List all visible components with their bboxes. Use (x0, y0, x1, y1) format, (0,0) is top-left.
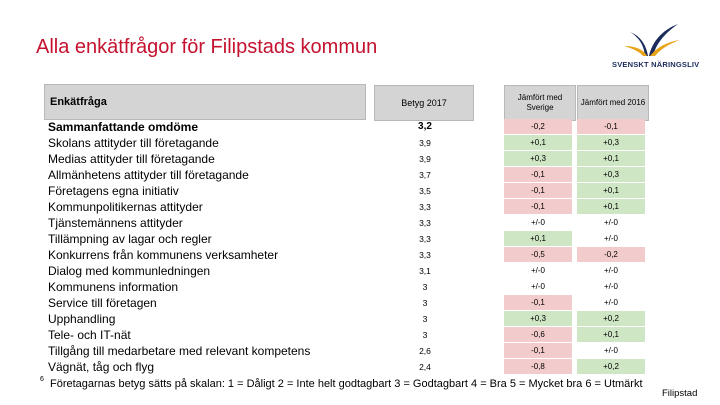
vs-sweden-cell: -0,1 (504, 199, 572, 215)
vs-2016-cell: +/-0 (577, 263, 645, 279)
score-value: 2,4 (419, 362, 431, 372)
table-row: Tillgång till medarbetare med relevant k… (0, 343, 720, 359)
question-label: Konkurrens från kommunens verksamheter (48, 248, 279, 262)
question-label: Tillgång till medarbetare med relevant k… (48, 344, 311, 358)
vs-2016-cell: -0,1 (577, 119, 645, 135)
table-row: Tillämpning av lagar och regler 3,3 +0,1 +/… (0, 231, 720, 247)
vs-sweden-column-header: Jämfört med Sverige (504, 85, 576, 121)
vs-2016-cell: +0,1 (577, 327, 645, 343)
score-value: 3 (422, 298, 428, 308)
question-column-header: Enkätfråga (50, 96, 107, 108)
logo-wordmark: SVENSKT NÄRINGSLIV (612, 60, 700, 69)
vs-sweden-cell: -0,2 (504, 119, 572, 135)
vs-2016-cell: +/-0 (577, 295, 645, 311)
question-label: Service till företagen (48, 296, 157, 310)
slide-title: Alla enkätfrågor för Filipstads kommun (36, 36, 378, 58)
question-label: Kommunens information (48, 280, 179, 294)
question-label: Sammanfattande omdöme (48, 120, 199, 134)
vs-sweden-cell: -0,8 (504, 359, 572, 375)
vs-2016-cell: +/-0 (577, 215, 645, 231)
question-label: Företagens egna initiativ (48, 184, 179, 198)
vs-2016-cell: -0,2 (577, 247, 645, 263)
vs-sweden-cell: +0,3 (504, 311, 572, 327)
footnote-number: 6 (40, 376, 44, 383)
question-label: Upphandling (48, 312, 116, 326)
vs-2016-cell: +0,1 (577, 183, 645, 199)
score-value: 3,3 (419, 234, 431, 244)
table-row: Tele- och IT-nät 3 -0,6 +0,1 (0, 327, 720, 343)
vs-sweden-cell: -0,1 (504, 295, 572, 311)
vs-2016-cell: +0,1 (577, 151, 645, 167)
table-row: Allmänhetens attityder till företagande 3… (0, 167, 720, 183)
vs-sweden-cell: -0,6 (504, 327, 572, 343)
vs-2016-cell: +0,2 (577, 311, 645, 327)
vs-sweden-cell: +/-0 (504, 279, 572, 295)
table-row: Upphandling 3 +0,3 +0,2 (0, 311, 720, 327)
score-value: 3,2 (418, 121, 432, 132)
score-value: 3,9 (419, 138, 431, 148)
vs-2016-cell: +0,1 (577, 199, 645, 215)
vs-2016-cell: +/-0 (577, 231, 645, 247)
question-label: Tillämpning av lagar och regler (48, 232, 212, 246)
vs-sweden-cell: -0,1 (504, 343, 572, 359)
municipality-label: Filipstad (662, 388, 698, 399)
question-label: Vägnät, tåg och flyg (48, 360, 155, 374)
score-value: 3,3 (419, 250, 431, 260)
score-value: 3,1 (419, 266, 431, 276)
table-row: Kommunens information 3 +/-0 +/-0 (0, 279, 720, 295)
vs-2016-cell: +0,2 (577, 359, 645, 375)
score-value: 3 (422, 282, 428, 292)
vs-sweden-cell: +/-0 (504, 263, 572, 279)
score-value: 3,3 (419, 218, 431, 228)
question-label: Dialog med kommunledningen (48, 264, 211, 278)
table-row: Kommunpolitikernas attityder 3,3 -0,1 +0,1 (0, 199, 720, 215)
vs-sweden-cell: -0,1 (504, 167, 572, 183)
table-row: Dialog med kommunledningen 3,1 +/-0 +/-0 (0, 263, 720, 279)
score-value: 3 (422, 314, 428, 324)
question-label: Tele- och IT-nät (48, 328, 131, 342)
vs-2016-cell: +/-0 (577, 343, 645, 359)
vs-sweden-cell: +0,1 (504, 135, 572, 151)
vs-sweden-cell: -0,5 (504, 247, 572, 263)
vs-2016-cell: +/-0 (577, 279, 645, 295)
score-value: 3,3 (419, 202, 431, 212)
table-row: Konkurrens från kommunens verksamheter 3,… (0, 247, 720, 263)
question-label: Medias attityder till företagande (48, 152, 215, 166)
table-row: Service till företagen 3 -0,1 +/-0 (0, 295, 720, 311)
vs-sweden-cell: +0,3 (504, 151, 572, 167)
vs-2016-cell: +0,3 (577, 135, 645, 151)
table-row: Företagens egna initiativ 3,5 -0,1 +0,1 (0, 183, 720, 199)
score-column-header: Betyg 2017 (374, 85, 474, 121)
question-label: Allmänhetens attityder till företagande (48, 168, 249, 182)
score-value: 3,7 (419, 170, 431, 180)
table-row: Tjänstemännens attityder 3,3 +/-0 +/-0 (0, 215, 720, 231)
scale-footnote: Företagarnas betyg sätts på skalan: 1 = … (50, 378, 643, 390)
vs-sweden-cell: -0,1 (504, 183, 572, 199)
score-value: 2,6 (419, 346, 431, 356)
score-value: 3,5 (419, 186, 431, 196)
table-row: Medias attityder till företagande 3,9 +0,3… (0, 151, 720, 167)
vs-sweden-cell: +/-0 (504, 215, 572, 231)
question-label: Skolans attityder till företagande (48, 136, 219, 150)
question-header-bar (44, 84, 366, 120)
score-value: 3 (422, 330, 428, 340)
question-label: Kommunpolitikernas attityder (48, 200, 203, 214)
table-row: Sammanfattande omdöme 3,2 -0,2 -0,1 (0, 119, 720, 135)
table-row: Skolans attityder till företagande 3,9 +0,… (0, 135, 720, 151)
question-label: Tjänstemännens attityder (48, 216, 183, 230)
svenskt-naringsliv-logo-icon (624, 24, 680, 56)
vs-2016-cell: +0,3 (577, 167, 645, 183)
vs-sweden-cell: +0,1 (504, 231, 572, 247)
table-row: Vägnät, tåg och flyg 2,4 -0,8 +0,2 (0, 359, 720, 375)
score-value: 3,9 (419, 154, 431, 164)
vs-2016-column-header: Jämfört med 2016 (577, 85, 649, 121)
